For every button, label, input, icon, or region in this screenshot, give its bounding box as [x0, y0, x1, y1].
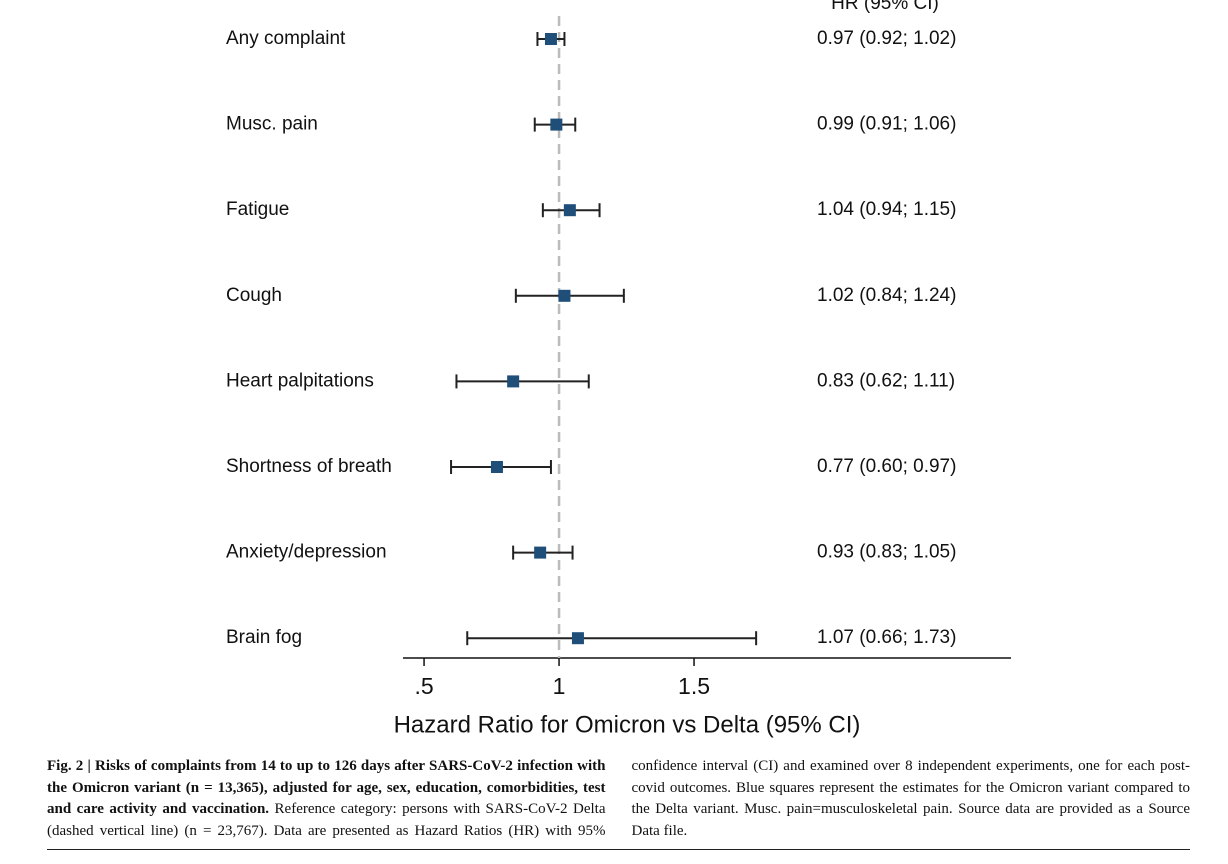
x-tick-label: .5	[414, 673, 433, 699]
x-tick-label: 1.5	[678, 673, 710, 699]
estimate-square	[534, 546, 547, 559]
value-label: 1.02 (0.84; 1.24)	[817, 285, 956, 306]
estimate-square	[558, 289, 571, 302]
category-label: Fatigue	[226, 199, 289, 220]
x-tick-label: 1	[553, 673, 566, 699]
value-label: 0.77 (0.60; 0.97)	[817, 456, 956, 477]
category-label: Any complaint	[226, 28, 346, 49]
column-header: HR (95% CI)	[831, 0, 939, 14]
estimate-square	[507, 375, 520, 388]
caption-label: Fig. 2 | Risks of complaints from 14 to …	[47, 758, 606, 817]
estimate-square	[563, 204, 576, 217]
x-axis-label: Hazard Ratio for Omicron vs Delta (95% C…	[394, 711, 861, 738]
value-label: 0.97 (0.92; 1.02)	[817, 28, 956, 49]
chart: HR (95% CI) Hazard Ratio for Omicron vs …	[226, 0, 1011, 738]
category-label: Anxiety/depression	[226, 542, 387, 563]
category-label: Musc. pain	[226, 114, 318, 135]
estimate-square	[544, 33, 557, 45]
estimate-square	[571, 632, 584, 645]
value-label: 0.99 (0.91; 1.06)	[817, 114, 956, 135]
category-label: Cough	[226, 285, 282, 306]
caption-text: Reference category: persons with SARS-Co…	[47, 758, 1190, 839]
caption: Fig. 2 | Risks of complaints from 14 to …	[47, 756, 1190, 842]
value-label: 1.04 (0.94; 1.15)	[817, 199, 956, 220]
category-label: Shortness of breath	[226, 456, 392, 477]
value-label: 1.07 (0.66; 1.73)	[817, 627, 956, 648]
category-label: Brain fog	[226, 627, 302, 648]
category-label: Heart palpitations	[226, 370, 374, 391]
value-label: 0.93 (0.83; 1.05)	[817, 542, 956, 563]
caption-rule	[47, 849, 1190, 850]
value-label: 0.83 (0.62; 1.11)	[817, 370, 955, 391]
estimate-square	[490, 461, 503, 473]
estimate-square	[550, 118, 563, 131]
